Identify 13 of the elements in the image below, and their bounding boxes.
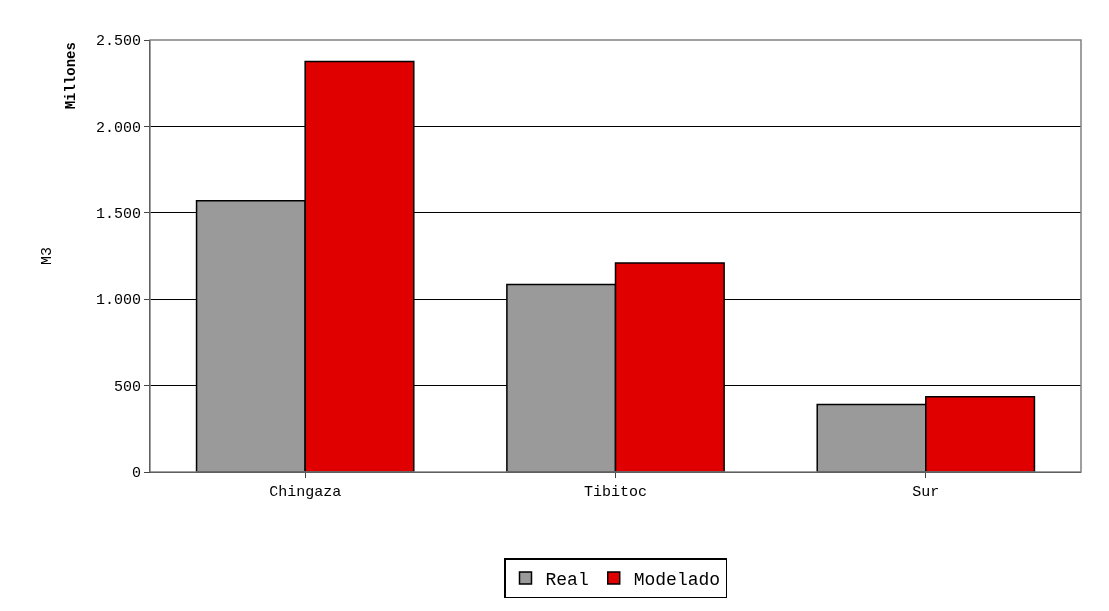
y-tick-label: 0 bbox=[131, 465, 141, 483]
x-tick-label: Sur bbox=[912, 484, 940, 501]
y-tick-label: 1.000 bbox=[95, 292, 141, 310]
y-tick-label: 1.500 bbox=[95, 206, 141, 224]
legend-label: Modelado bbox=[633, 570, 721, 591]
x-tick-label: Chingaza bbox=[269, 484, 342, 501]
y-tick-label: 2.000 bbox=[95, 119, 141, 137]
legend-label: Real bbox=[545, 570, 589, 591]
y-axis-title: M3 bbox=[39, 246, 57, 266]
y-tick-label: 500 bbox=[113, 378, 141, 396]
y-tick-label: 2.500 bbox=[95, 33, 141, 51]
text: Millones bbox=[63, 42, 80, 110]
x-tick-label: Tibitoc bbox=[583, 484, 648, 501]
